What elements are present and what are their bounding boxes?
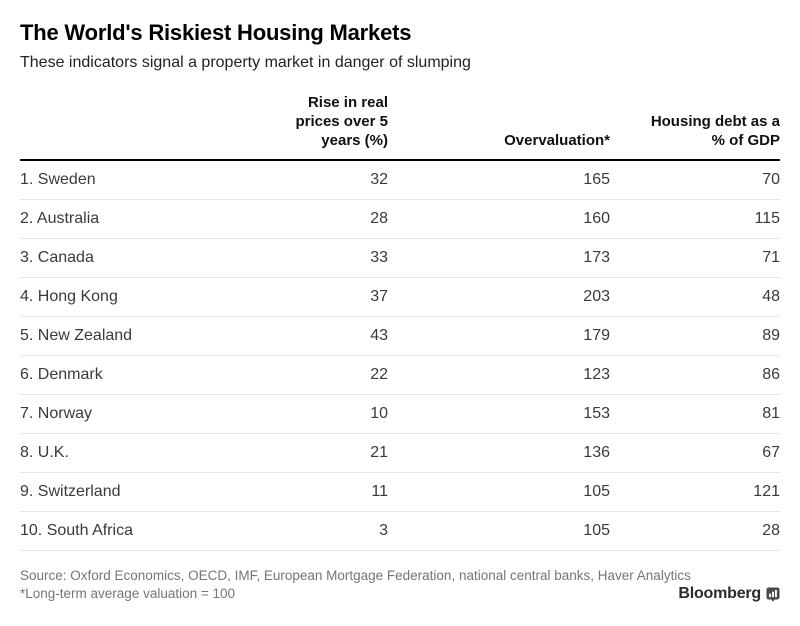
country-cell: 8. U.K.	[20, 433, 190, 473]
overvaluation-cell: 203	[388, 277, 610, 317]
overvaluation-cell: 173	[388, 238, 610, 278]
debt-cell: 71	[610, 238, 780, 278]
debt-cell: 121	[610, 472, 780, 512]
table-row: 2. Australia 28 160 115	[20, 199, 780, 239]
overvaluation-cell: 123	[388, 355, 610, 395]
table-row: 4. Hong Kong 37 203 48	[20, 277, 780, 317]
rise-cell: 28	[190, 199, 388, 239]
debt-cell: 28	[610, 511, 780, 551]
table-header-row: Rise in real prices over 5 years (%) Ove…	[20, 93, 780, 161]
table-row: 9. Switzerland 11 105 121	[20, 472, 780, 512]
rise-cell: 32	[190, 160, 388, 200]
overvaluation-cell: 160	[388, 199, 610, 239]
housing-risk-table: Rise in real prices over 5 years (%) Ove…	[20, 93, 780, 551]
table-row: 7. Norway 10 153 81	[20, 394, 780, 434]
overvaluation-cell: 105	[388, 511, 610, 551]
overvaluation-cell: 179	[388, 316, 610, 356]
source-text: Source: Oxford Economics, OECD, IMF, Eur…	[20, 568, 691, 583]
column-header-housing-debt: Housing debt as a % of GDP	[610, 93, 780, 161]
table-body: 1. Sweden 32 165 70 2. Australia 28 160 …	[20, 160, 780, 551]
debt-cell: 48	[610, 277, 780, 317]
page-subtitle: These indicators signal a property marke…	[20, 54, 471, 71]
column-header-rise-in-real-prices: Rise in real prices over 5 years (%)	[190, 93, 388, 161]
table-row: 8. U.K. 21 136 67	[20, 433, 780, 473]
table-row: 5. New Zealand 43 179 89	[20, 316, 780, 356]
overvaluation-cell: 165	[388, 160, 610, 200]
overvaluation-cell: 153	[388, 394, 610, 434]
debt-cell: 86	[610, 355, 780, 395]
overvaluation-cell: 136	[388, 433, 610, 473]
table-row: 3. Canada 33 173 71	[20, 238, 780, 278]
debt-cell: 67	[610, 433, 780, 473]
table-row: 1. Sweden 32 165 70	[20, 160, 780, 200]
debt-cell: 115	[610, 199, 780, 239]
rise-cell: 37	[190, 277, 388, 317]
column-header-country	[20, 93, 190, 161]
country-cell: 6. Denmark	[20, 355, 190, 395]
country-cell: 2. Australia	[20, 199, 190, 239]
country-cell: 9. Switzerland	[20, 472, 190, 512]
rise-cell: 10	[190, 394, 388, 434]
rise-cell: 21	[190, 433, 388, 473]
rise-cell: 43	[190, 316, 388, 356]
debt-cell: 81	[610, 394, 780, 434]
table-header: Rise in real prices over 5 years (%) Ove…	[20, 93, 780, 161]
country-cell: 10. South Africa	[20, 511, 190, 551]
footnote-text: *Long-term average valuation = 100	[20, 586, 236, 601]
country-cell: 4. Hong Kong	[20, 277, 190, 317]
debt-cell: 70	[610, 160, 780, 200]
overvaluation-cell: 105	[388, 472, 610, 512]
rise-cell: 11	[190, 472, 388, 512]
country-cell: 3. Canada	[20, 238, 190, 278]
bar-chart-bubble-icon	[766, 587, 780, 602]
table-row: 6. Denmark 22 123 86	[20, 355, 780, 395]
bloomberg-wordmark: Bloomberg	[678, 585, 761, 602]
country-cell: 5. New Zealand	[20, 316, 190, 356]
rise-cell: 33	[190, 238, 388, 278]
page-title: The World's Riskiest Housing Markets	[20, 20, 412, 45]
footer: Source: Oxford Economics, OECD, IMF, Eur…	[20, 567, 780, 603]
column-header-overvaluation: Overvaluation*	[388, 93, 610, 161]
debt-cell: 89	[610, 316, 780, 356]
table-row: 10. South Africa 3 105 28	[20, 511, 780, 551]
rise-cell: 22	[190, 355, 388, 395]
country-cell: 7. Norway	[20, 394, 190, 434]
country-cell: 1. Sweden	[20, 160, 190, 200]
bloomberg-logo: Bloomberg	[678, 585, 780, 603]
rise-cell: 3	[190, 511, 388, 551]
source-block: Source: Oxford Economics, OECD, IMF, Eur…	[20, 567, 780, 603]
